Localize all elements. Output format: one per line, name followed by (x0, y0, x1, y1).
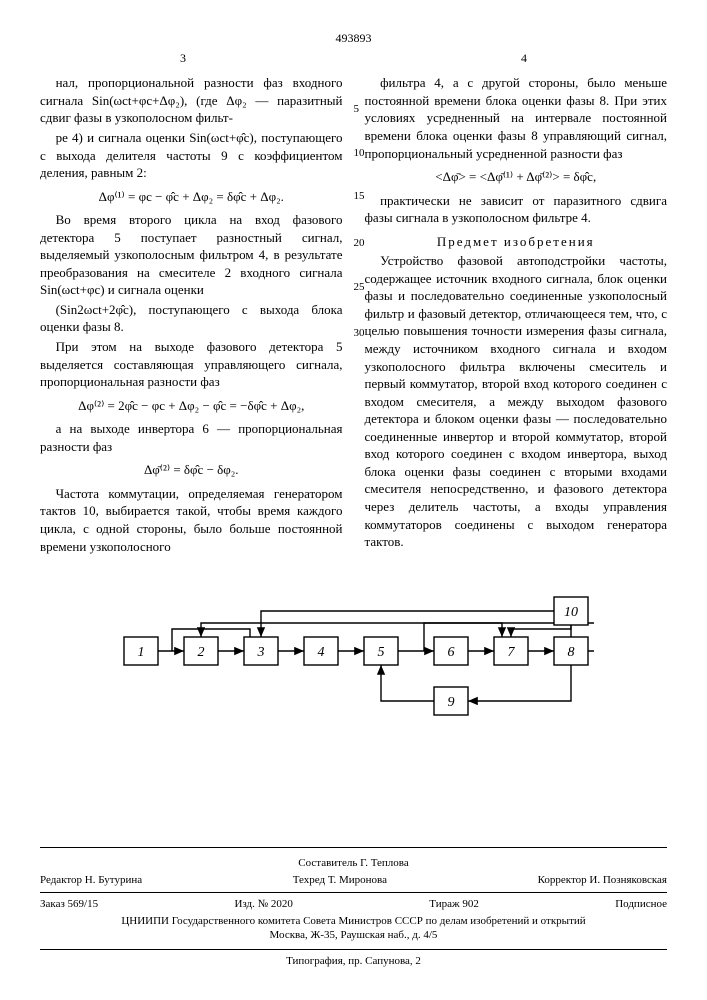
footer-order: Заказ 569/15 (40, 897, 98, 912)
paragraph: При этом на выходе фазового детектора 5 … (40, 338, 343, 391)
svg-text:1: 1 (137, 645, 144, 660)
svg-text:6: 6 (447, 645, 454, 660)
paragraph: Устройство фазовой автоподстройки частот… (365, 252, 668, 550)
paragraph: фильтра 4, а с другой стороны, было мень… (365, 74, 668, 162)
paragraph: ре 4) и сигнала оценки Sin(ωсt+φ̂с), пос… (40, 129, 343, 182)
document-number: 493893 (40, 30, 667, 46)
footer-tirage: Тираж 902 (429, 897, 479, 912)
paragraph: (Sin2ωсt+2φ̂с), поступающего с выхода бл… (40, 301, 343, 336)
line-number: 5 (354, 102, 360, 117)
line-number: 30 (354, 326, 365, 341)
line-number: 20 (354, 236, 365, 251)
line-number: 15 (354, 189, 365, 204)
column-page-numbers: 3 4 (40, 50, 667, 66)
formula: Δφ⁽²⁾ = 2φ̂с − φс + Δφ₂ − φ̂с = −δφ̂с + … (40, 397, 343, 415)
footer-corrector: Корректор И. Позняковская (538, 873, 667, 888)
footer-sign: Подписное (615, 897, 667, 912)
footer-tech: Техред Т. Миронова (293, 873, 387, 888)
footer-izd: Изд. № 2020 (234, 897, 292, 912)
footer-editor: Редактор Н. Бутурина (40, 873, 142, 888)
svg-text:3: 3 (256, 645, 264, 660)
paragraph: а на выходе инвертора 6 — пропорциональн… (40, 420, 343, 455)
col-num-right: 4 (521, 50, 527, 66)
svg-text:7: 7 (507, 645, 515, 660)
imprint-footer: Составитель Г. Теплова Редактор Н. Бутур… (40, 847, 667, 969)
formula: Δφ̄⁽²⁾ = δφ̂с − δφ₂. (40, 461, 343, 479)
footer-addr: Москва, Ж-35, Раушская наб., д. 4/5 (40, 928, 667, 943)
paragraph: Во время второго цикла на вход фазового … (40, 211, 343, 299)
left-column: нал, пропорциональной разности фаз входн… (40, 74, 343, 557)
svg-text:2: 2 (197, 645, 204, 660)
paragraph: практически не зависит от паразитного сд… (365, 192, 668, 227)
svg-text:10: 10 (564, 605, 578, 620)
svg-text:8: 8 (567, 645, 574, 660)
footer-typo: Типография, пр. Сапунова, 2 (40, 949, 667, 969)
footer-compiler: Составитель Г. Теплова (298, 856, 408, 871)
line-number: 10 (354, 146, 365, 161)
block-diagram: 1 2 3 4 5 6 7 8 9 10 (114, 587, 594, 727)
paragraph: нал, пропорциональной разности фаз входн… (40, 74, 343, 127)
col-num-left: 3 (180, 50, 186, 66)
formula: Δφ⁽¹⁾ = φс − φ̂с + Δφ₂ = δφ̂с + Δφ₂. (40, 188, 343, 206)
formula: <Δφ̄> = <Δφ̄⁽¹⁾ + Δφ̄⁽²⁾> = δφ̂с, (365, 168, 668, 186)
footer-org: ЦНИИПИ Государственного комитета Совета … (40, 914, 667, 929)
two-column-text: 5 10 15 20 25 30 нал, пропорциональной разнос… (40, 74, 667, 557)
svg-text:4: 4 (317, 645, 324, 660)
svg-text:5: 5 (377, 645, 384, 660)
paragraph: Частота коммутации, определяемая генерат… (40, 485, 343, 555)
claims-heading: Предмет изобретения (365, 233, 668, 251)
line-number: 25 (354, 280, 365, 295)
block-diagram-svg: 1 2 3 4 5 6 7 8 9 10 (114, 587, 594, 727)
right-column: фильтра 4, а с другой стороны, было мень… (365, 74, 668, 557)
svg-text:9: 9 (447, 695, 454, 710)
